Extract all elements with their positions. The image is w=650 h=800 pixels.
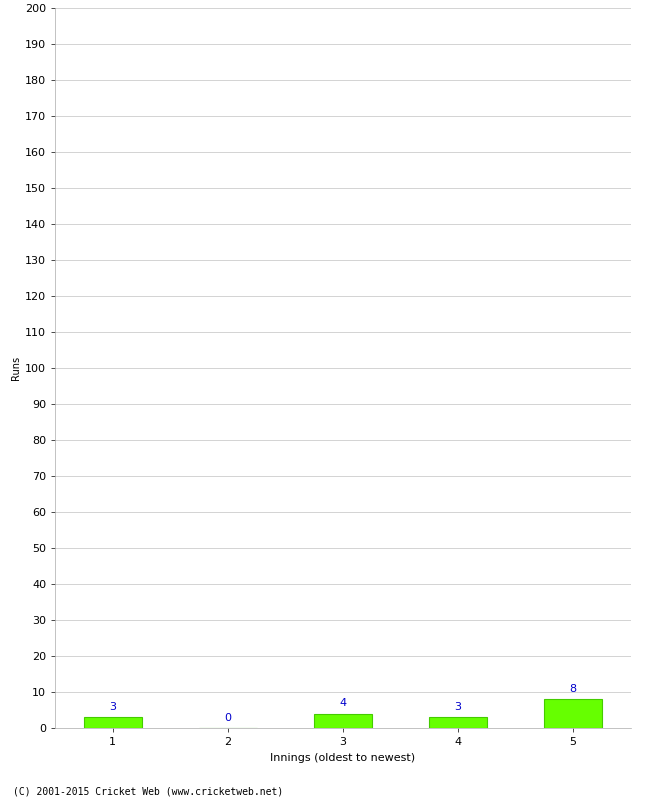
Y-axis label: Runs: Runs [11,356,21,380]
X-axis label: Innings (oldest to newest): Innings (oldest to newest) [270,753,415,762]
Text: 0: 0 [224,713,231,722]
Text: 4: 4 [339,698,346,708]
Bar [314,714,372,728]
Bar [544,699,602,728]
Text: (C) 2001-2015 Cricket Web (www.cricketweb.net): (C) 2001-2015 Cricket Web (www.cricketwe… [13,786,283,796]
Text: 8: 8 [569,684,577,694]
Bar [84,718,142,728]
Bar [429,718,487,728]
Text: 3: 3 [454,702,462,712]
Text: 3: 3 [109,702,116,712]
